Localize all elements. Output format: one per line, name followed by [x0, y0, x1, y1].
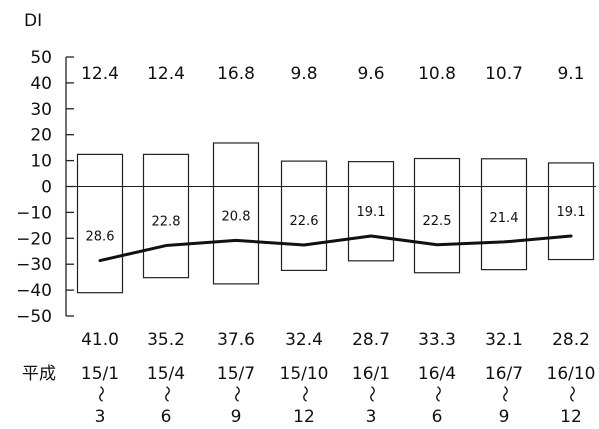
- lower-value-label: 41.0: [81, 330, 119, 350]
- period-start: 16/10: [547, 364, 596, 384]
- period-start: 16/1: [352, 364, 390, 384]
- line-value-label: 22.8: [152, 215, 181, 230]
- period-start: 16/7: [485, 364, 523, 384]
- line-value-label: 22.6: [290, 214, 319, 229]
- upper-value-label: 12.4: [147, 64, 185, 84]
- period-tilde: 〜: [90, 386, 110, 403]
- y-tick-label: −10: [16, 203, 52, 223]
- lower-value-label: 32.1: [485, 330, 523, 350]
- line-value-labels: 28.6 22.8 20.8 22.6 19.1 22.5 21.4 19.1: [86, 205, 586, 245]
- period-start: 16/4: [418, 364, 456, 384]
- upper-value-labels: 12.4 12.4 16.8 9.8 9.6 10.8 10.7 9.1: [81, 64, 584, 84]
- y-tick-label: 40: [30, 74, 52, 94]
- period-tilde: 〜: [156, 386, 176, 403]
- y-tick-label: 10: [30, 152, 52, 172]
- y-tick-label: −30: [16, 255, 52, 275]
- lower-value-labels: 41.0 35.2 37.6 32.4 28.7 33.3 32.1 28.2: [81, 330, 590, 350]
- period-end: 6: [161, 407, 172, 427]
- lower-value-label: 37.6: [217, 330, 255, 350]
- line-series: [98, 234, 573, 263]
- range-bar: [212, 142, 260, 285]
- period-start: 15/4: [147, 364, 185, 384]
- y-tick-label: −20: [16, 229, 52, 249]
- y-tick-label: 50: [30, 48, 52, 68]
- period-start: 15/1: [81, 364, 119, 384]
- bars: [76, 142, 595, 294]
- line-value-label: 28.6: [86, 230, 115, 245]
- y-tick-label: 0: [41, 178, 52, 198]
- upper-value-label: 9.8: [290, 64, 317, 84]
- lower-value-label: 32.4: [285, 330, 323, 350]
- era-label: 平成: [22, 364, 56, 384]
- period-tilde: 〜: [427, 386, 447, 403]
- y-tick-label: −40: [16, 281, 52, 301]
- y-tick-label: −50: [16, 307, 52, 327]
- upper-value-label: 9.6: [357, 64, 384, 84]
- period-tilde: 〜: [561, 386, 581, 403]
- range-bar: [347, 161, 395, 262]
- y-tick-label: 20: [30, 126, 52, 146]
- y-tick-label: 30: [30, 100, 52, 120]
- line-value-label: 19.1: [357, 205, 386, 220]
- period-labels: 15/1 〜 3 15/4 〜 6 15/7 〜 9 15/10 〜 12 16/1 〜 3 16/4 〜 6 16…: [81, 364, 596, 427]
- period-end: 12: [293, 407, 315, 427]
- range-bar: [547, 162, 595, 261]
- lower-value-label: 35.2: [147, 330, 185, 350]
- y-axis-label: DI: [24, 11, 42, 31]
- line-value-label: 20.8: [222, 209, 251, 224]
- lower-value-label: 33.3: [418, 330, 456, 350]
- di-line: [98, 234, 573, 263]
- period-end: 3: [366, 407, 377, 427]
- upper-value-label: 12.4: [81, 64, 119, 84]
- range-bar: [280, 160, 328, 272]
- period-tilde: 〜: [226, 386, 246, 403]
- period-end: 6: [432, 407, 443, 427]
- period-tilde: 〜: [294, 386, 314, 403]
- range-bar: [142, 153, 190, 279]
- period-end: 12: [560, 407, 582, 427]
- period-tilde: 〜: [361, 386, 381, 403]
- period-end: 9: [231, 407, 242, 427]
- upper-value-label: 16.8: [217, 64, 255, 84]
- y-ticks: 50 40 30 20 10 0 −10 −20 −30 −40 −50: [16, 48, 74, 327]
- period-end: 3: [95, 407, 106, 427]
- range-bar: [480, 158, 528, 271]
- lower-value-label: 28.7: [352, 330, 390, 350]
- period-end: 9: [499, 407, 510, 427]
- line-value-label: 21.4: [490, 211, 519, 226]
- period-start: 15/10: [280, 364, 329, 384]
- period-start: 15/7: [217, 364, 255, 384]
- upper-value-label: 10.7: [485, 64, 523, 84]
- range-bar: [76, 153, 124, 294]
- upper-value-label: 10.8: [418, 64, 456, 84]
- period-tilde: 〜: [494, 386, 514, 403]
- upper-value-label: 9.1: [557, 64, 584, 84]
- range-bar: [413, 157, 461, 274]
- line-value-label: 22.5: [423, 214, 452, 229]
- lower-value-label: 28.2: [552, 330, 590, 350]
- line-value-label: 19.1: [557, 205, 586, 220]
